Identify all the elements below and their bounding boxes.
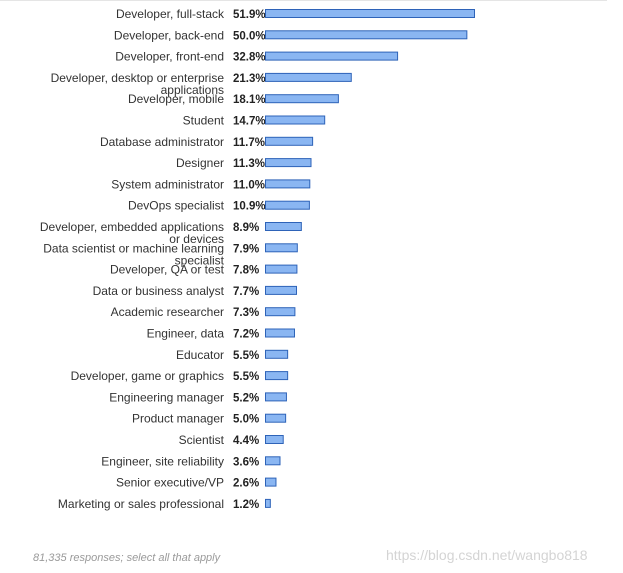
value-label: 7.2% [233, 329, 259, 341]
value-label: 14.7% [233, 116, 266, 128]
value-label: 11.0% [233, 179, 265, 191]
category-label: Data or business analyst [93, 284, 225, 298]
responses-footnote: 81,335 responses; select all that apply [33, 552, 221, 564]
category-label: Developer, mobile [128, 92, 224, 106]
value-label: 1.2% [233, 499, 259, 511]
category-label: Developer, desktop or enterprise applicat… [51, 71, 225, 97]
bar [265, 413, 287, 423]
category-label: Engineer, site reliability [101, 454, 224, 468]
category-label: Developer, front-end [115, 50, 224, 64]
category-label: Developer, game or graphics [71, 369, 224, 383]
category-label: Student [183, 114, 225, 128]
value-label: 5.5% [233, 350, 259, 362]
bar [265, 51, 399, 61]
category-label: Product manager [132, 412, 224, 426]
value-label: 2.6% [233, 478, 259, 490]
category-label: Academic researcher [111, 305, 224, 319]
category-label: Designer [176, 156, 224, 170]
value-label: 50.0% [233, 30, 266, 42]
value-label: 21.3% [233, 73, 266, 85]
bar [265, 158, 312, 168]
value-label: 5.0% [233, 414, 259, 426]
value-label: 7.9% [233, 243, 259, 255]
value-label: 5.5% [233, 371, 259, 383]
watermark-text: https://blog.csdn.net/wangbo818 [386, 547, 588, 563]
bar [265, 115, 326, 125]
bar [265, 243, 298, 253]
value-label: 18.1% [233, 94, 266, 106]
bar [265, 9, 475, 18]
value-label: 51.9% [233, 9, 266, 21]
bar [265, 307, 296, 317]
value-label: 10.9% [233, 201, 266, 213]
bar [265, 264, 298, 274]
value-label: 3.6% [233, 456, 259, 468]
top-divider [0, 0, 607, 1]
bar [265, 94, 339, 104]
category-label: Database administrator [100, 135, 224, 149]
value-label: 32.8% [233, 52, 266, 64]
category-label: System administrator [111, 177, 224, 191]
category-label: Educator [176, 348, 224, 362]
value-label: 5.2% [233, 392, 259, 404]
bar-chart: Developer, full-stack 51.9% Developer, bac… [40, 7, 475, 511]
value-label: 8.9% [233, 222, 259, 234]
value-label: 11.7% [233, 137, 265, 149]
bar [265, 179, 311, 189]
category-label: Scientist [179, 433, 225, 447]
bar [265, 30, 468, 40]
category-label: Marketing or sales professional [58, 497, 224, 511]
bar [265, 498, 271, 508]
value-label: 7.7% [233, 286, 259, 298]
category-label: Engineer, data [147, 327, 225, 341]
bar [265, 371, 289, 381]
category-label: Data scientist or machine learning specia… [43, 241, 224, 267]
value-label: 7.8% [233, 265, 259, 277]
category-label: DevOps specialist [128, 199, 225, 213]
bar [265, 392, 287, 402]
category-label: Developer, embedded applications or devic… [40, 220, 224, 246]
bar [265, 222, 302, 231]
value-label: 7.3% [233, 307, 259, 319]
bar [265, 285, 298, 295]
bar [265, 72, 352, 82]
category-label: Developer, back-end [114, 28, 224, 42]
value-label: 4.4% [233, 435, 259, 447]
bar [265, 349, 289, 359]
category-label: Developer, QA or test [110, 263, 225, 277]
category-label: Engineering manager [109, 390, 224, 404]
bar [265, 136, 314, 146]
bar [265, 200, 310, 210]
category-label: Developer, full-stack [116, 7, 225, 21]
bar [265, 456, 281, 466]
bar [265, 328, 295, 338]
value-label: 11.3% [233, 158, 265, 170]
bar [265, 435, 284, 444]
category-label: Senior executive/VP [116, 476, 224, 490]
bar [265, 477, 277, 487]
